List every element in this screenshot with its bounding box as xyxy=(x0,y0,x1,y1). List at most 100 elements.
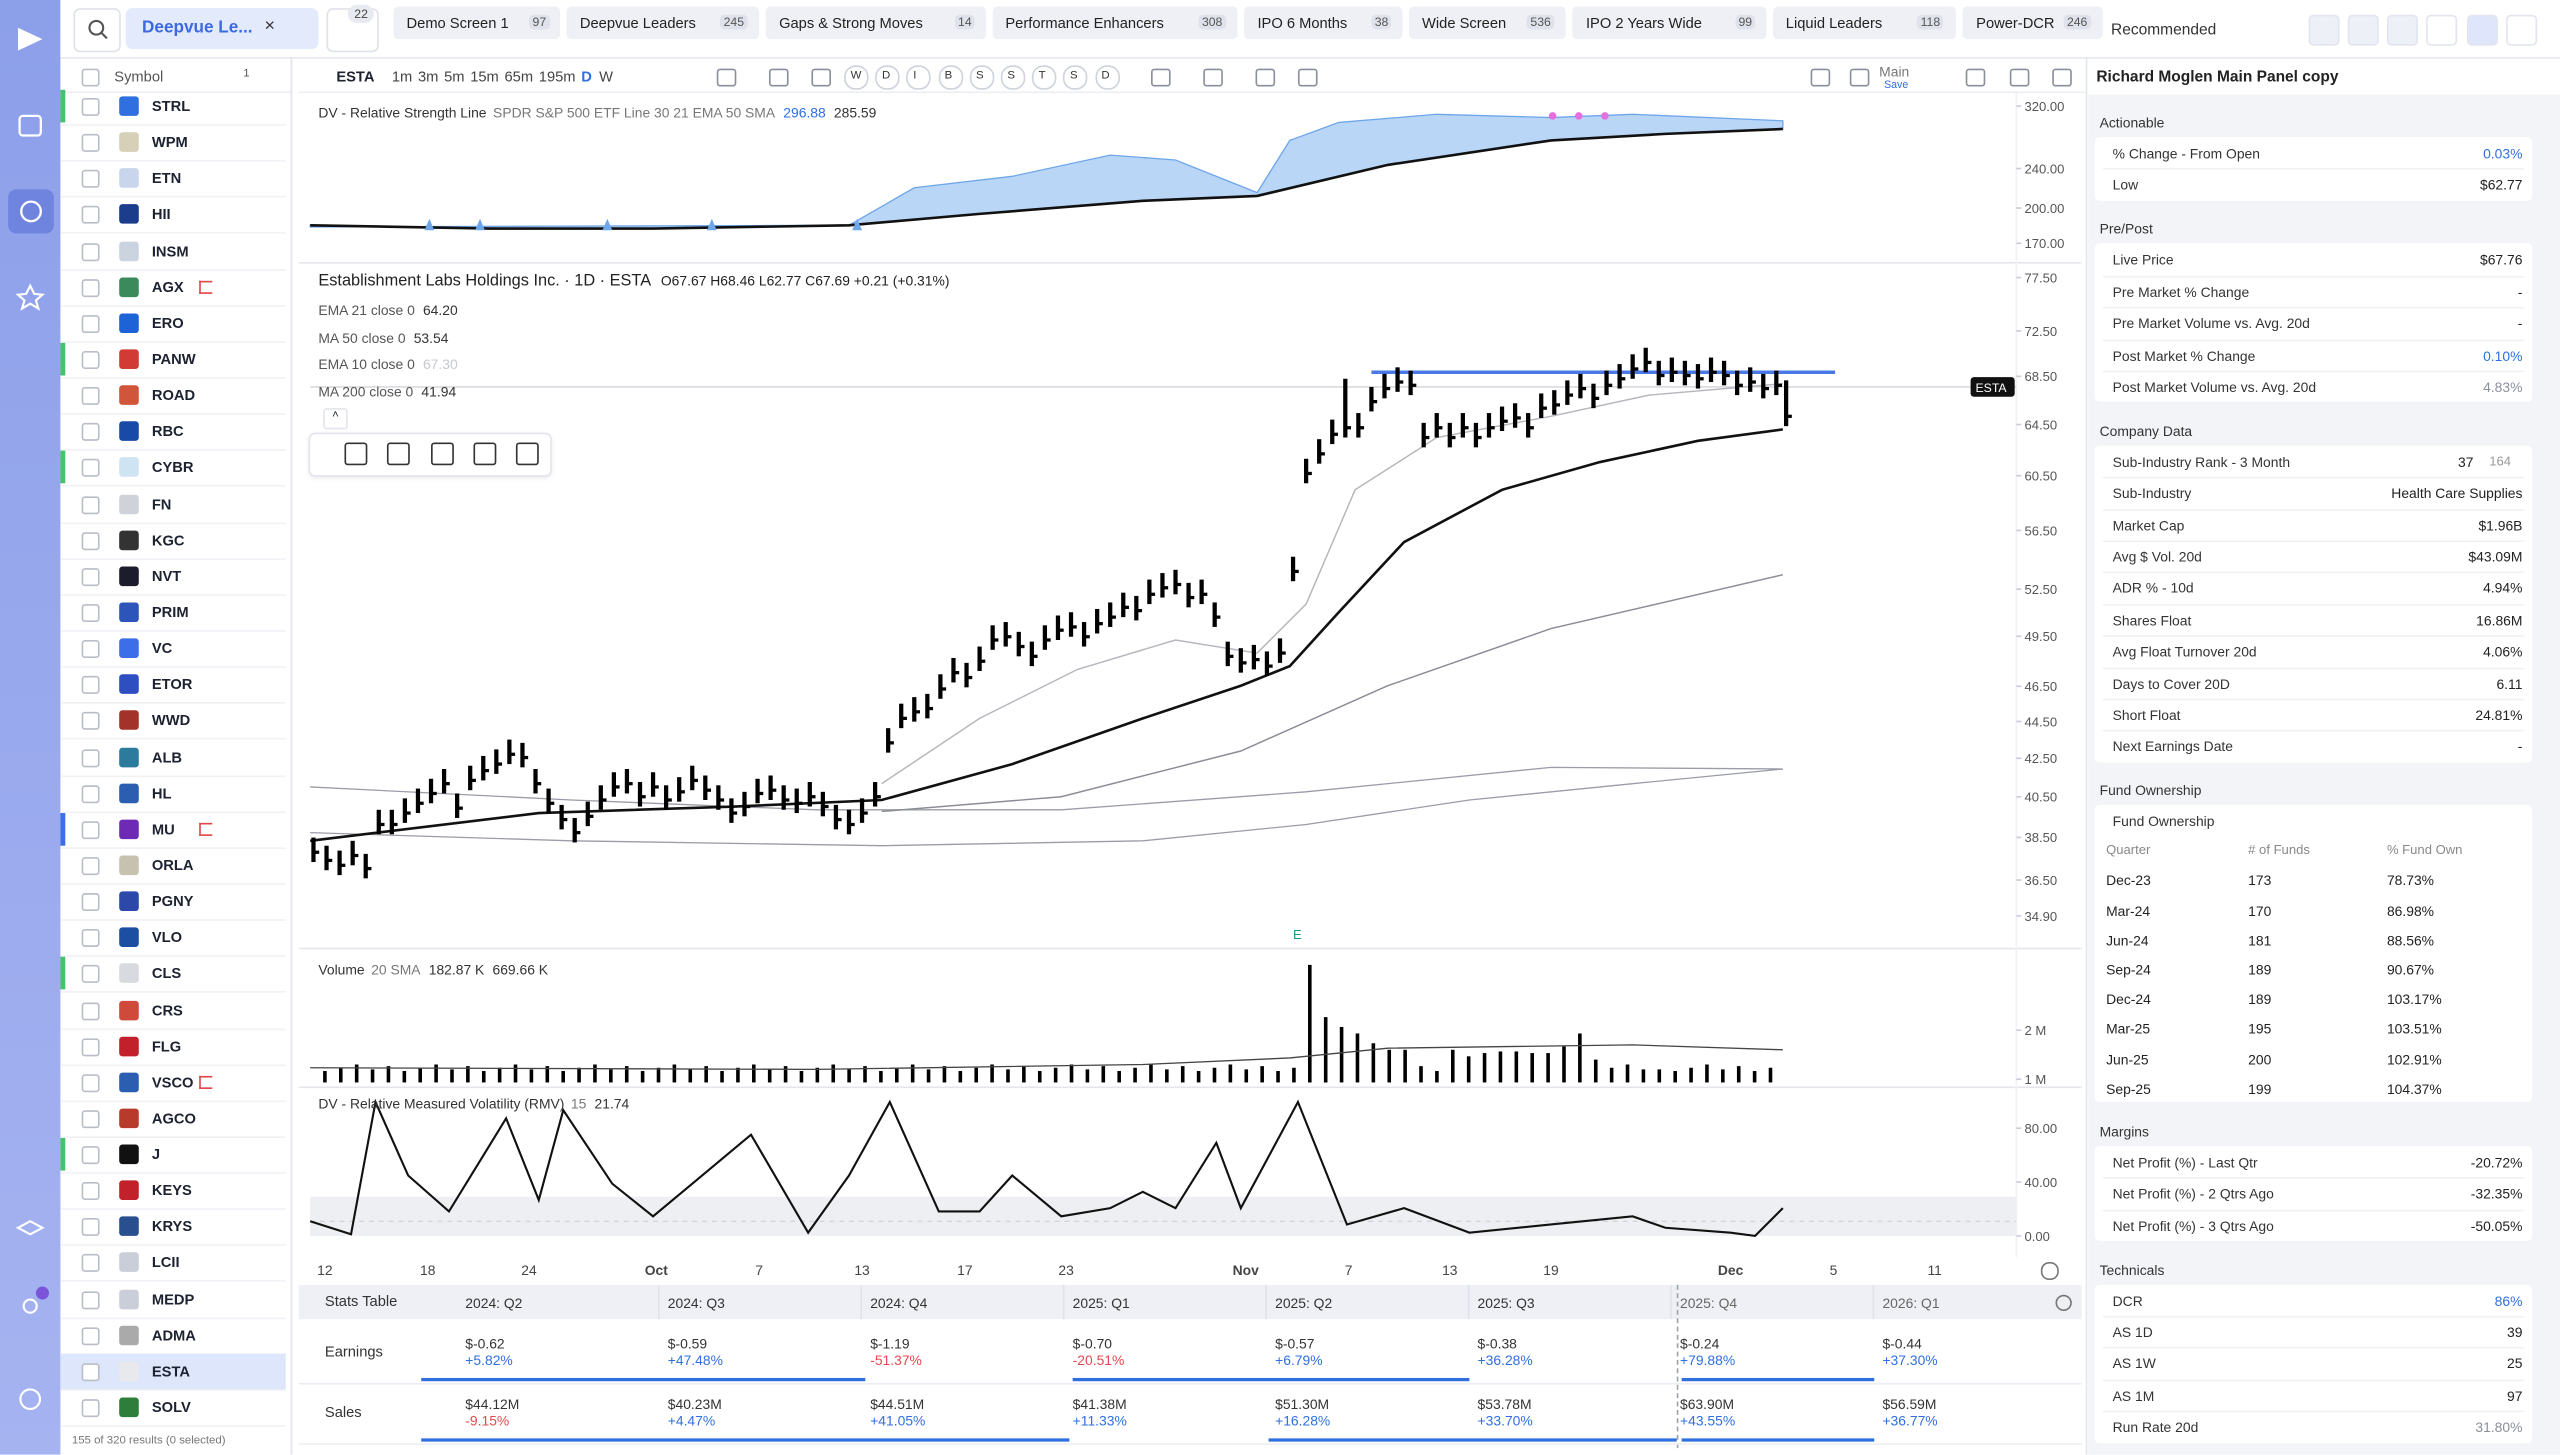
symbol-ticker[interactable]: FN xyxy=(151,495,172,512)
toolbar-icon[interactable] xyxy=(2466,14,2498,46)
marker-button[interactable] xyxy=(938,65,963,90)
symbol-ticker[interactable]: PGNY xyxy=(151,893,194,910)
row-checkbox[interactable] xyxy=(81,459,100,478)
drawing-tool[interactable] xyxy=(344,442,368,466)
screen-tab[interactable] xyxy=(992,6,1238,40)
row-checkbox[interactable] xyxy=(81,423,100,442)
symbol-ticker[interactable]: VLO xyxy=(151,929,183,946)
symbol-ticker[interactable]: ETOR xyxy=(151,676,193,693)
symbol-ticker[interactable]: J xyxy=(151,1146,161,1163)
symbol-ticker[interactable]: INSM xyxy=(151,242,189,259)
symbol-ticker[interactable]: KRYS xyxy=(151,1218,193,1235)
nav-icon[interactable] xyxy=(15,1220,45,1236)
marker-button[interactable] xyxy=(1032,65,1057,90)
panel-title[interactable]: Richard Moglen Main Panel copy xyxy=(2096,68,2339,87)
save-label[interactable]: Save xyxy=(1884,80,1909,92)
timeframe[interactable]: 3m xyxy=(417,68,439,85)
row-checkbox[interactable] xyxy=(81,1254,100,1273)
chart-settings[interactable] xyxy=(2040,1262,2059,1280)
row-checkbox[interactable] xyxy=(81,929,100,948)
row-checkbox[interactable] xyxy=(81,857,100,875)
layout-name[interactable]: Main xyxy=(1879,63,1910,80)
row-checkbox[interactable] xyxy=(81,567,100,586)
row-checkbox[interactable] xyxy=(81,278,100,297)
toolbar-icon[interactable] xyxy=(1151,68,1171,87)
drawing-tool[interactable] xyxy=(473,442,497,466)
drawing-tool[interactable] xyxy=(515,442,539,466)
timeframe[interactable]: W xyxy=(599,68,614,85)
symbol-ticker[interactable]: FLG xyxy=(151,1037,182,1055)
symbol-ticker[interactable]: CLS xyxy=(151,965,182,982)
timeframe[interactable]: 65m xyxy=(504,68,534,85)
row-checkbox[interactable] xyxy=(81,1182,100,1201)
row-checkbox[interactable] xyxy=(81,820,100,839)
row-checkbox[interactable] xyxy=(81,350,100,369)
toolbar-icon[interactable] xyxy=(2009,68,2030,87)
symbol-ticker[interactable]: NVT xyxy=(151,567,182,585)
toolbar-icon[interactable] xyxy=(2052,68,2072,87)
symbol-ticker[interactable]: MU xyxy=(151,820,175,838)
symbol-ticker[interactable]: CYBR xyxy=(151,459,194,476)
symbol-ticker[interactable]: RBC xyxy=(151,423,184,440)
symbol-ticker[interactable]: KGC xyxy=(151,531,185,549)
toolbar-icon[interactable] xyxy=(1255,68,1276,87)
toolbar-icon[interactable] xyxy=(1965,68,1986,87)
row-checkbox[interactable] xyxy=(81,170,100,189)
symbol-ticker[interactable]: KEYS xyxy=(151,1182,192,1199)
marker-button[interactable] xyxy=(844,65,869,90)
marker-button[interactable] xyxy=(875,65,900,90)
toolbar-icon[interactable] xyxy=(716,68,737,87)
toolbar-icon[interactable] xyxy=(2273,15,2304,46)
toolbar-icon[interactable] xyxy=(811,68,832,87)
row-checkbox[interactable] xyxy=(81,893,100,912)
nav-active[interactable] xyxy=(8,189,54,234)
header-checkbox[interactable] xyxy=(81,68,100,87)
nav-icon[interactable] xyxy=(20,200,42,223)
screen-tab[interactable] xyxy=(766,6,986,40)
row-checkbox[interactable] xyxy=(81,1037,100,1056)
symbol-ticker[interactable]: ERO xyxy=(151,314,184,332)
row-checkbox[interactable] xyxy=(81,495,100,514)
nav-icon[interactable] xyxy=(15,283,45,311)
row-checkbox[interactable] xyxy=(81,604,100,622)
symbol-ticker[interactable]: ESTA xyxy=(151,1363,190,1380)
row-checkbox[interactable] xyxy=(81,965,100,984)
symbol-ticker[interactable]: HL xyxy=(151,784,172,802)
row-checkbox[interactable] xyxy=(81,784,100,803)
marker-button[interactable] xyxy=(1094,65,1120,90)
row-checkbox[interactable] xyxy=(81,387,100,406)
timeframe[interactable]: 195m xyxy=(538,68,576,85)
nav-icon[interactable] xyxy=(18,114,42,137)
toolbar-icon[interactable] xyxy=(1203,68,1223,87)
symbol-ticker[interactable]: VC xyxy=(151,640,173,657)
drawing-tool[interactable] xyxy=(386,442,410,466)
row-checkbox[interactable] xyxy=(81,1326,100,1345)
screener-select[interactable] xyxy=(125,8,319,49)
symbol-ticker[interactable]: SOLV xyxy=(151,1399,191,1416)
symbol-ticker[interactable]: STRL xyxy=(151,97,191,115)
symbol-ticker[interactable]: WWD xyxy=(151,712,191,729)
row-checkbox[interactable] xyxy=(81,242,100,261)
row-checkbox[interactable] xyxy=(81,1146,100,1165)
symbol-ticker[interactable]: ORLA xyxy=(151,857,194,874)
toolbar-icon[interactable] xyxy=(2386,14,2418,46)
symbol-ticker[interactable]: HII xyxy=(151,206,171,223)
marker-button[interactable] xyxy=(1063,65,1088,90)
row-checkbox[interactable] xyxy=(81,640,100,659)
row-checkbox[interactable] xyxy=(81,531,100,550)
timeframe[interactable]: 5m xyxy=(444,68,465,85)
symbol-ticker[interactable]: WPM xyxy=(151,134,188,151)
toolbar-icon[interactable] xyxy=(1297,68,1318,87)
symbol-ticker[interactable]: AGCO xyxy=(151,1110,196,1127)
symbol-ticker[interactable]: ADMA xyxy=(151,1326,196,1344)
toolbar-icon[interactable] xyxy=(768,68,789,87)
row-checkbox[interactable] xyxy=(81,1290,100,1309)
toolbar-icon[interactable] xyxy=(2347,14,2379,46)
row-checkbox[interactable] xyxy=(81,712,100,731)
row-checkbox[interactable] xyxy=(81,1399,100,1418)
collapse-button[interactable]: ˄ xyxy=(323,408,348,430)
drawing-tool[interactable] xyxy=(431,442,454,466)
timeframe[interactable]: D xyxy=(581,68,592,85)
nav-icon[interactable] xyxy=(19,1388,42,1411)
marker-button[interactable] xyxy=(969,65,994,90)
